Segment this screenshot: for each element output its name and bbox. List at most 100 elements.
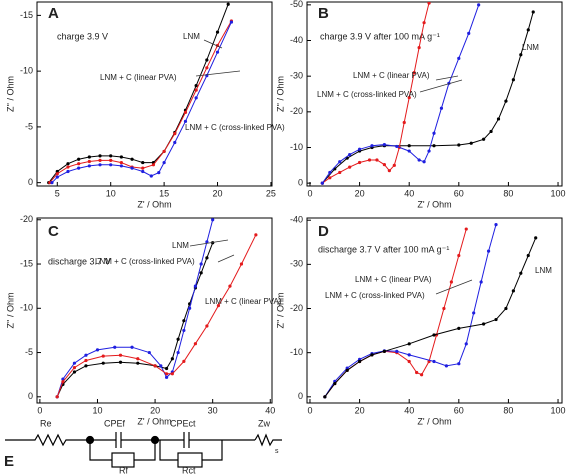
- panel-label: C: [48, 223, 59, 240]
- data-point: [72, 370, 77, 374]
- x-tick-label: 60: [454, 188, 464, 198]
- data-point: [176, 350, 180, 355]
- y-axis-label: Z'' / Ohm: [275, 76, 285, 112]
- data-point: [323, 395, 327, 399]
- series-line: [48, 4, 229, 184]
- y-tick-label: -10: [290, 347, 303, 357]
- plot-frame: [306, 1, 563, 187]
- resistor-re: [5, 433, 90, 447]
- data-point: [382, 349, 386, 353]
- y-tick-label: -5: [25, 121, 33, 131]
- data-point: [526, 28, 530, 32]
- data-point: [392, 163, 396, 167]
- data-point: [136, 357, 140, 361]
- data-point: [98, 163, 102, 167]
- data-point: [375, 158, 379, 162]
- series-group: [320, 2, 535, 185]
- leader-line: [419, 79, 463, 93]
- x-axis-label: Z' / Ohm: [137, 416, 171, 426]
- series-label: LNM + C (cross-linked PVA): [95, 257, 195, 266]
- element-label: Re: [40, 418, 52, 428]
- data-point: [188, 306, 192, 310]
- series-label: LNM: [183, 32, 200, 41]
- data-point: [205, 240, 209, 244]
- data-point: [519, 53, 523, 57]
- series-label: LNM + C (linear PVA): [355, 275, 432, 284]
- data-point: [66, 165, 70, 169]
- data-point: [382, 163, 386, 167]
- series-label: LNM + C (linear PVA): [353, 71, 430, 80]
- data-point: [101, 354, 105, 358]
- data-point: [130, 157, 134, 161]
- leader-line: [435, 279, 473, 295]
- data-point: [504, 99, 508, 103]
- data-point: [109, 154, 113, 158]
- y-tick-label: -30: [290, 259, 303, 269]
- x-tick-label: 20: [213, 188, 223, 198]
- plot-frame: [36, 1, 273, 187]
- data-point: [151, 163, 156, 167]
- x-tick-label: 80: [503, 188, 513, 198]
- series-label: LNM + C (cross-linked PVA): [317, 90, 417, 99]
- data-point: [534, 236, 538, 240]
- data-point: [357, 147, 362, 151]
- data-point: [519, 271, 523, 275]
- resistor-rct: [177, 452, 203, 468]
- x-tick-label: 10: [106, 188, 116, 198]
- data-point: [357, 359, 362, 364]
- data-point: [194, 84, 198, 88]
- y-tick-label: 0: [298, 178, 303, 188]
- data-point: [119, 155, 123, 159]
- data-point: [511, 289, 515, 293]
- data-point: [427, 149, 431, 153]
- panel-label: E: [4, 453, 14, 470]
- x-tick-label: 80: [503, 405, 513, 415]
- y-tick-label: -20: [290, 303, 303, 313]
- data-point: [357, 160, 362, 165]
- data-point: [164, 375, 169, 379]
- series-group: [55, 218, 258, 399]
- data-point: [61, 380, 65, 384]
- data-point: [228, 284, 232, 288]
- data-point: [422, 160, 426, 164]
- data-point: [239, 262, 244, 266]
- y-axis-label: Z'' / Ohm: [275, 293, 285, 329]
- y-axis-label: Z'' / Ohm: [5, 293, 15, 329]
- data-point: [370, 353, 374, 357]
- data-point: [504, 306, 508, 311]
- data-point: [87, 159, 91, 164]
- data-point: [136, 361, 140, 365]
- y-tick-label: -20: [290, 106, 303, 116]
- circuit: [5, 432, 282, 468]
- x-tick-label: 20: [150, 405, 160, 415]
- data-point: [407, 342, 411, 346]
- data-point: [467, 31, 471, 35]
- series-label: LNM: [535, 266, 552, 275]
- plot-frame: [306, 217, 563, 404]
- data-point: [162, 160, 166, 165]
- data-point: [395, 349, 399, 353]
- series-line: [324, 237, 537, 398]
- data-point: [511, 78, 515, 82]
- y-tick-label: -5: [25, 347, 33, 357]
- data-point: [415, 370, 419, 375]
- data-point: [338, 170, 342, 175]
- data-point: [173, 140, 177, 145]
- series-line: [324, 224, 497, 398]
- plot: 5 10 15 20 25 0 -5 -10 -15 Z' / Ohm Z'' / Ohm Achar…: [5, 1, 285, 209]
- y-tick-label: -50: [290, 0, 303, 9]
- data-point: [199, 262, 203, 266]
- data-point: [183, 110, 188, 114]
- series-label: LNM + C (cross-linked PVA): [185, 123, 285, 132]
- warburg: [254, 433, 282, 447]
- data-point: [211, 218, 215, 222]
- data-point: [164, 366, 169, 371]
- data-point: [101, 361, 105, 365]
- data-point: [119, 164, 123, 168]
- y-tick-label: -40: [290, 35, 303, 45]
- data-point: [194, 88, 198, 92]
- series-line: [321, 4, 480, 184]
- data-point: [407, 144, 411, 148]
- data-point: [333, 381, 337, 386]
- x-tick-label: 0: [37, 405, 42, 415]
